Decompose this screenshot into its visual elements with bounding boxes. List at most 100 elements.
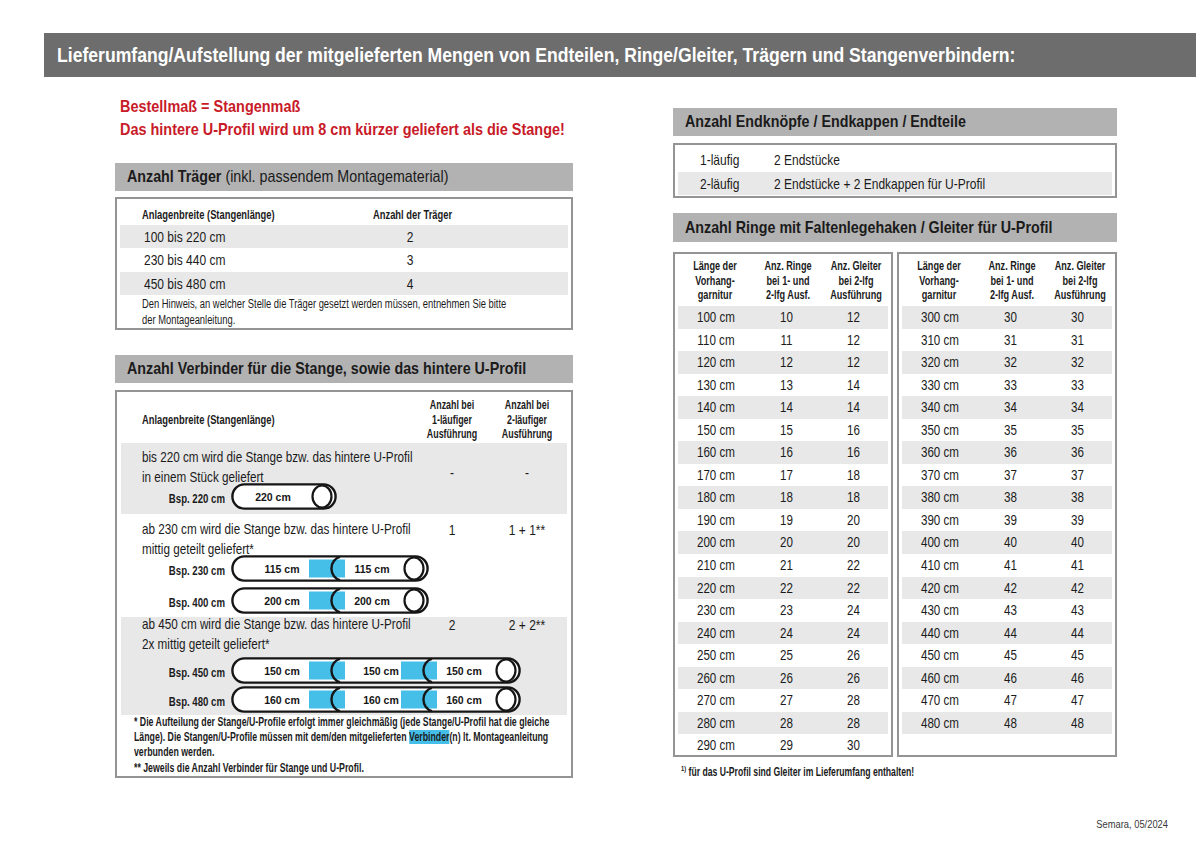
ringe-cell: 45 xyxy=(1050,644,1105,667)
traeger-table-row: 450 bis 480 cm 4 xyxy=(120,272,568,295)
ringe-cell: 440 cm xyxy=(910,622,971,645)
ringe-table-row: 240 cm2424 xyxy=(678,622,888,645)
ringe-cell: 100 cm xyxy=(686,306,747,329)
ringe-cell: 40 xyxy=(1050,531,1105,554)
ringe-cell: 430 cm xyxy=(910,599,971,622)
ringe-cell: 11 xyxy=(760,329,812,352)
verbinder-table: Anlagenbreite (Stangenlänge) Anzahl bei1… xyxy=(115,390,573,778)
ringe-cell: 26 xyxy=(826,667,881,690)
ringe-table-row: 400 cm4040 xyxy=(902,531,1112,554)
ringe-cell: 12 xyxy=(826,351,881,374)
ringe-cell: 18 xyxy=(760,486,812,509)
ringe-cell: 420 cm xyxy=(910,577,971,600)
ringe-cell: 35 xyxy=(1050,419,1105,442)
ringe-table-row: 430 cm4343 xyxy=(902,599,1112,622)
ringe-cell: 32 xyxy=(984,351,1036,374)
ringe-cell: 34 xyxy=(1050,396,1105,419)
ringe-cell: 22 xyxy=(826,577,881,600)
traeger-range: 450 bis 480 cm xyxy=(144,272,225,295)
verbinder-section-heading: Anzahl Verbinder für die Stange, sowie d… xyxy=(115,355,573,383)
ringe-cell: 150 cm xyxy=(686,419,747,442)
endteile-content: 2 Endstücke + 2 Endkappen für U-Profil xyxy=(774,172,985,196)
ringe-cell: 10 xyxy=(760,306,812,329)
svg-text:115 cm: 115 cm xyxy=(264,563,299,575)
traeger-range: 230 bis 440 cm xyxy=(144,248,225,271)
ringe-cell: 42 xyxy=(984,577,1036,600)
ringe-cell: 33 xyxy=(984,374,1036,397)
ringe-cell: 480 cm xyxy=(910,712,971,735)
svg-text:115 cm: 115 cm xyxy=(354,563,389,575)
ringe-cell: 120 cm xyxy=(686,351,747,374)
ringe-cell: 370 cm xyxy=(910,464,971,487)
ringe-cell: 13 xyxy=(760,374,812,397)
verbinder-footnotes: * Die Aufteilung der Stange/U-Profile er… xyxy=(134,715,574,776)
ringe-cell: 190 cm xyxy=(686,509,747,532)
ringe-table-row: 180 cm1818 xyxy=(678,486,888,509)
ringe-cell: 26 xyxy=(826,644,881,667)
rod-diagram-450: 150 cm150 cm150 cm xyxy=(231,657,521,688)
ringe-cell: 41 xyxy=(1050,554,1105,577)
ringe-cell: 48 xyxy=(1050,712,1105,735)
ringe-cell: 18 xyxy=(826,464,881,487)
svg-text:220 cm: 220 cm xyxy=(255,491,291,503)
endteile-content: 2 Endstücke xyxy=(774,148,840,172)
rod-diagram-480: 160 cm160 cm160 cm xyxy=(231,686,521,717)
example-label: Bsp. 450 cm xyxy=(145,665,225,680)
ringe-cell: 330 cm xyxy=(910,374,971,397)
ringe-cell: 22 xyxy=(826,554,881,577)
verbinder-row2-val1: 1 xyxy=(416,521,488,538)
endteile-type: 1-läufig xyxy=(700,148,739,172)
ringe-cell: 12 xyxy=(826,329,881,352)
ringe-cell: 35 xyxy=(984,419,1036,442)
ringe-table-row: 260 cm2626 xyxy=(678,667,888,690)
traeger-count: 4 xyxy=(362,272,458,295)
ringe-table-row: 360 cm3636 xyxy=(902,441,1112,464)
ringe-table-row: 450 cm4545 xyxy=(902,644,1112,667)
ringe-cell: 46 xyxy=(984,667,1036,690)
ringe-cell: 160 cm xyxy=(686,441,747,464)
verbinder-row2-val2: 1 + 1** xyxy=(491,521,563,538)
svg-text:150 cm: 150 cm xyxy=(446,665,482,677)
page-title: Lieferumfang/Aufstellung der mitgeliefer… xyxy=(57,33,1015,77)
ringe-cell: 22 xyxy=(760,577,812,600)
traeger-table-row: 100 bis 220 cm2 xyxy=(120,225,568,248)
example-label: Bsp. 220 cm xyxy=(145,491,225,506)
ringe-cell: 31 xyxy=(1050,329,1105,352)
rod-diagram-230: 115 cm 115 cm xyxy=(231,555,429,586)
ringe-cell: 34 xyxy=(984,396,1036,419)
traeger-col2-header: Anzahl der Träger xyxy=(373,207,452,222)
ringe-cell: 30 xyxy=(984,306,1036,329)
ringe-cell: 26 xyxy=(760,667,812,690)
traeger-count: 3 xyxy=(362,248,458,271)
endteile-table-row: 2-läufig2 Endstücke + 2 Endkappen für U-… xyxy=(678,172,1112,196)
ringe-table-row: 330 cm 33 33 xyxy=(902,374,1112,397)
title-bar: Lieferumfang/Aufstellung der mitgeliefer… xyxy=(44,33,1196,77)
ringe-section-heading: Anzahl Ringe mit Faltenlegehaken / Gleit… xyxy=(673,213,1117,242)
ringe-table-row: 460 cm4646 xyxy=(902,667,1112,690)
ringe-table-row: 310 cm3131 xyxy=(902,329,1112,352)
traeger-col1-header: Anlagenbreite (Stangenlänge) xyxy=(142,207,275,222)
ringe-cell: 33 xyxy=(1050,374,1105,397)
ringe-cell: 200 cm xyxy=(686,531,747,554)
ringe-table-row: 410 cm4141 xyxy=(902,554,1112,577)
order-notice: Bestellmaß = Stangenmaß Das hintere U-Pr… xyxy=(120,96,643,141)
ringe-table-row: 390 cm3939 xyxy=(902,509,1112,532)
ringe-table-row: 100 cm1012 xyxy=(678,306,888,329)
ringe-cell: 300 cm xyxy=(910,306,971,329)
ringe-cell: 310 cm xyxy=(910,329,971,352)
ringe-cell: 18 xyxy=(826,486,881,509)
ringe-cell: 24 xyxy=(826,599,881,622)
example-label: Bsp. 230 cm xyxy=(145,563,225,578)
ringe-cell: 14 xyxy=(760,396,812,419)
ringe-table-row: 150 cm1516 xyxy=(678,419,888,442)
ringe-cell: 44 xyxy=(1050,622,1105,645)
ringe-cell: 130 cm xyxy=(686,374,747,397)
ringe-table-row: 470 cm4747 xyxy=(902,689,1112,712)
ringe-cell: 45 xyxy=(984,644,1036,667)
ringe-cell: 44 xyxy=(984,622,1036,645)
ringe-cell: 17 xyxy=(760,464,812,487)
verbinder-row1-val2: - xyxy=(491,464,563,481)
traeger-count: 2 xyxy=(362,225,458,248)
ringe-cell: 110 cm xyxy=(686,329,747,352)
ringe-table-row: 120 cm1212 xyxy=(678,351,888,374)
